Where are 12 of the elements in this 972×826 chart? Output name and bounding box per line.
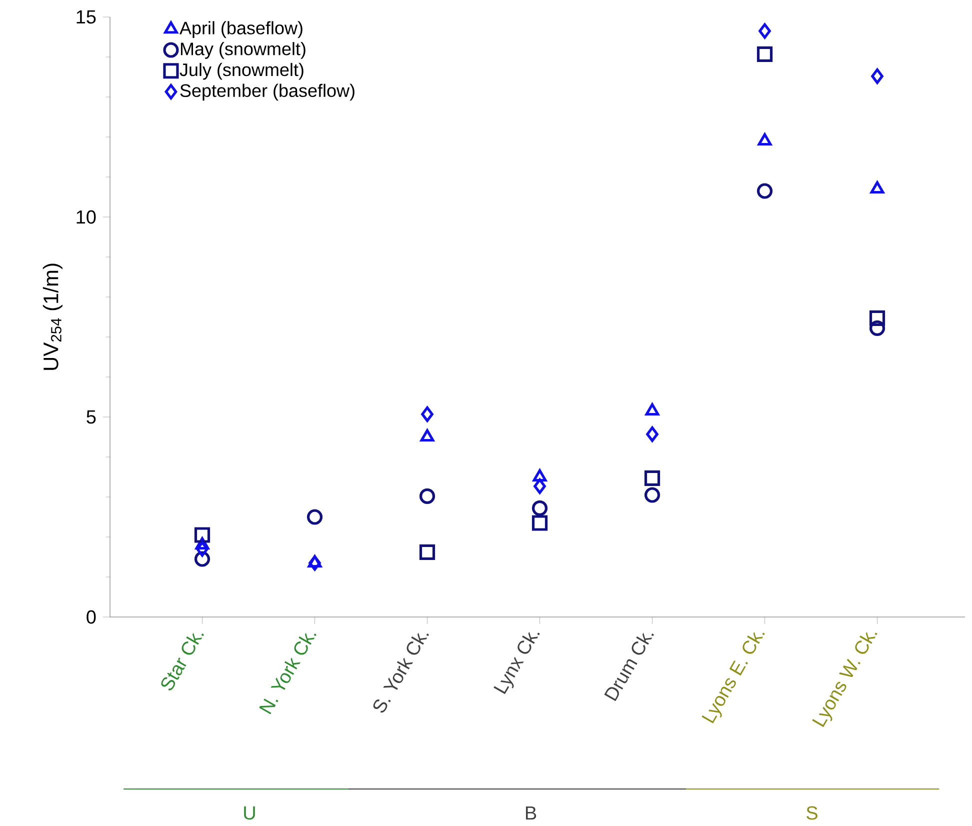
legend-label: July (snowmelt) bbox=[180, 62, 304, 80]
text: U bbox=[244, 806, 255, 820]
y-tick-label: 5 bbox=[86, 410, 96, 424]
legend-label: April (baseflow) bbox=[180, 21, 302, 38]
y-tick-label: 0 bbox=[86, 610, 96, 624]
text: B bbox=[526, 806, 536, 820]
legend-label: May (snowmelt) bbox=[180, 42, 306, 59]
y-axis-title: UV$_{254}$ (1/m) bbox=[42, 264, 62, 370]
y-tick-label: 15 bbox=[76, 10, 96, 24]
legend-label: September (baseflow) bbox=[180, 84, 354, 101]
text: S bbox=[806, 806, 818, 820]
y-tick-label: 10 bbox=[76, 210, 96, 224]
